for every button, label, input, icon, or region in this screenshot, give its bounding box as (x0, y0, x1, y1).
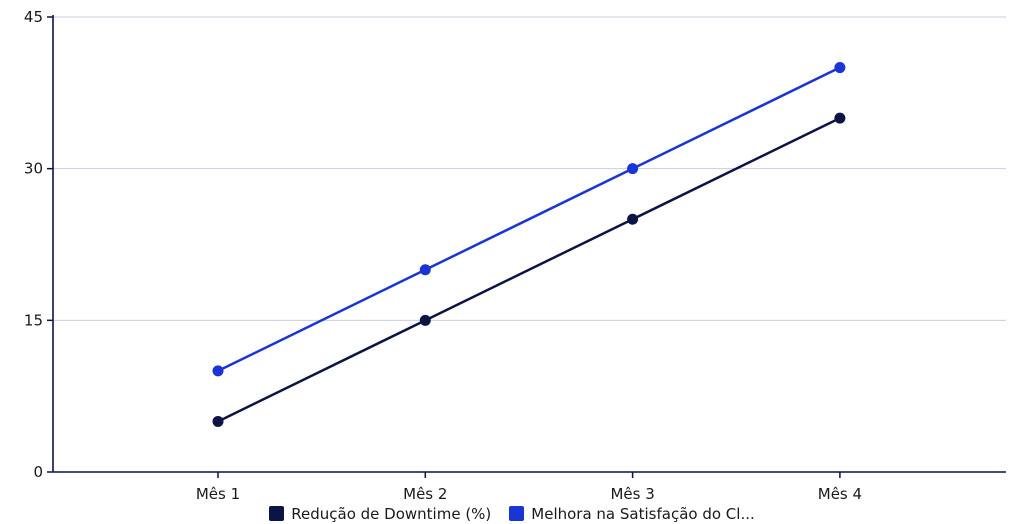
legend-item-satisfaction[interactable]: Melhora na Satisfação do Cl... (509, 504, 755, 523)
y-tick-label: 0 (33, 463, 43, 481)
legend-item-downtime[interactable]: Redução de Downtime (%) (269, 505, 491, 523)
data-point[interactable] (419, 314, 431, 326)
grid-lines (53, 16, 1006, 321)
data-point[interactable] (419, 264, 431, 276)
x-tick-label: Mês 2 (403, 485, 447, 503)
data-point[interactable] (212, 415, 224, 427)
legend: Redução de Downtime (%) Melhora na Satis… (0, 503, 1024, 524)
series-line-0 (217, 116, 841, 423)
legend-swatch-downtime (269, 506, 285, 521)
data-point[interactable] (834, 62, 846, 74)
data-point[interactable] (212, 365, 224, 377)
y-tick-label: 45 (24, 8, 43, 26)
data-point[interactable] (627, 213, 639, 225)
y-tick-label: 15 (24, 311, 43, 329)
x-tick-label: Mês 3 (610, 485, 654, 503)
data-point[interactable] (834, 112, 846, 124)
axes (52, 15, 1006, 473)
data-point[interactable] (627, 163, 639, 175)
legend-label-downtime: Redução de Downtime (%) (291, 504, 492, 523)
series-group (212, 62, 846, 427)
x-tick-label: Mês 4 (818, 485, 862, 503)
y-axis-ticks: 0 15 30 45 (24, 8, 53, 481)
line-chart: 0 15 30 45 Mês 1 Mês 2 Mês 3 Mês 4 (24, 8, 1006, 503)
series-line-1 (217, 66, 841, 373)
y-tick-label: 30 (24, 160, 43, 178)
x-axis-ticks: Mês 1 Mês 2 Mês 3 Mês 4 (196, 472, 862, 503)
x-tick-label: Mês 1 (196, 485, 240, 503)
legend-label-satisfaction: Melhora na Satisfação do Cl... (531, 504, 755, 523)
legend-swatch-satisfaction (509, 506, 525, 521)
